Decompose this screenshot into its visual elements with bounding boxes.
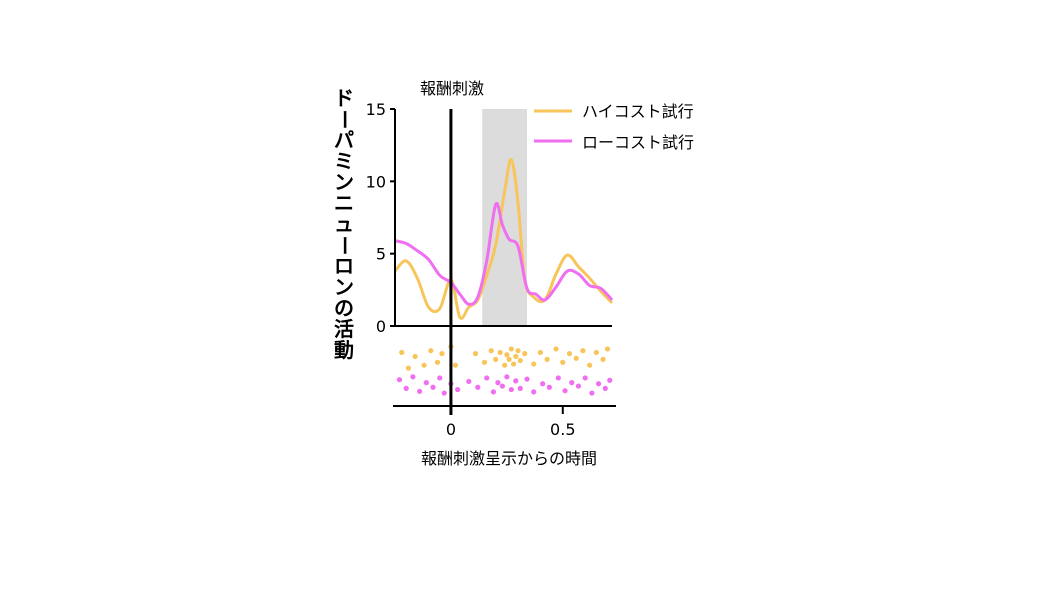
raster-dot-high [544,356,550,362]
raster-dot-low [410,374,416,380]
raster-dot-high [497,349,503,356]
raster-dot-high [506,356,512,362]
raster-dot-high [593,349,599,356]
y-tick-label: 0 [376,317,386,336]
y-axis-label-char: の [334,296,354,320]
raster-dot-low [531,389,537,395]
raster-dot-low [517,385,523,391]
raster-dot-high [439,351,445,357]
y-axis-label-char: 活 [334,317,354,341]
y-tick-label: 5 [376,245,386,264]
raster-dot-high [434,359,441,365]
raster-dot-high [573,355,579,361]
y-axis-label-char: ニ [334,191,354,215]
y-axis-label-char: 動 [334,338,354,362]
raster-dot-high [553,346,559,352]
raster-dot-low [513,378,519,384]
raster-dot-low [508,386,514,393]
raster-layer [396,344,613,396]
raster-dot-low [441,390,447,396]
y-axis-label-char: パ [334,128,354,152]
y-axis-label: ドーパミンニューロンの活動 [330,88,358,378]
series-line-low [394,201,614,306]
raster-dot-low [499,383,505,389]
raster-dot-high [405,365,412,371]
raster-dot-low [490,389,497,395]
raster-dot-high [566,351,573,357]
raster-dot-high [580,348,586,354]
legend-label-low: ローコスト試行 [582,133,694,152]
y-axis-label-char: ロ [334,254,354,278]
raster-dot-high [522,351,528,357]
raster-dot-low [607,377,613,383]
raster-dot-low [555,375,561,381]
raster-dot-low [495,380,501,386]
x-tick-label: 0.5 [550,420,575,439]
raster-dot-high [517,357,523,364]
raster-dot-low [504,374,510,380]
raster-dot-high [428,348,434,354]
y-axis-label-char: ド [334,86,354,110]
raster-dot-low [562,388,568,394]
y-axis-label-char: ン [334,170,354,194]
raster-dot-high [587,362,593,368]
raster-dot-high [604,346,611,352]
axes-layer: 0 5 10 15 0 0.5 [366,100,616,439]
x-axis-label: 報酬刺激呈示からの時間 [421,449,597,468]
raster-dot-low [437,375,443,381]
raster-dot-low [417,388,423,394]
raster-dot-high [560,359,566,365]
x-tick-label: 0 [446,420,456,439]
raster-dot-high [493,356,499,362]
raster-dot-low [403,385,409,391]
raster-dot-low [455,386,461,393]
raster-dot-high [421,362,427,368]
y-axis-label-char: ミ [334,149,354,173]
raster-dot-low [595,381,602,387]
raster-dot-high [452,362,459,368]
raster-dot-high [531,361,537,367]
raster-dot-high [515,348,521,354]
raster-dot-low [524,376,530,382]
y-tick-label: 10 [366,172,386,191]
raster-dot-high [600,356,606,362]
y-axis-label-char: ー [332,235,357,256]
raster-dot-high [399,349,405,356]
raster-dot-high [412,353,418,360]
raster-dot-high [537,349,544,356]
raster-dot-high [513,353,519,360]
series-line-high [393,158,614,320]
raster-dot-high [472,351,479,357]
raster-dot-high [502,362,508,368]
legend-label-high: ハイコスト試行 [582,102,694,121]
raster-dot-high [510,361,517,367]
raster-dot-low [484,375,490,381]
raster-dot-low [575,383,582,389]
raster-dot-high [488,348,494,354]
series-layer [393,158,614,320]
y-axis-label-char: ン [334,275,354,299]
raster-dot-low [466,378,472,385]
raster-dot-low [546,384,552,390]
raster-dot-low [569,380,575,386]
raster-dot-high [481,359,488,365]
raster-dot-high [504,352,510,358]
raster-dot-low [540,381,546,387]
raster-dot-low [430,384,436,390]
y-tick-label: 15 [366,100,386,119]
y-axis-label-char: ー [332,109,357,130]
raster-dot-low [582,375,588,381]
raster-dot-low [475,384,481,390]
raster-dot-low [423,380,429,386]
legend: ハイコスト試行 ローコスト試行 [534,102,694,152]
raster-dot-low [396,377,403,383]
y-axis-label-char: ュ [334,212,354,236]
raster-dot-low [602,385,608,391]
event-label: 報酬刺激 [420,79,484,98]
raster-dot-low [589,390,595,396]
raster-dot-high [508,346,514,352]
